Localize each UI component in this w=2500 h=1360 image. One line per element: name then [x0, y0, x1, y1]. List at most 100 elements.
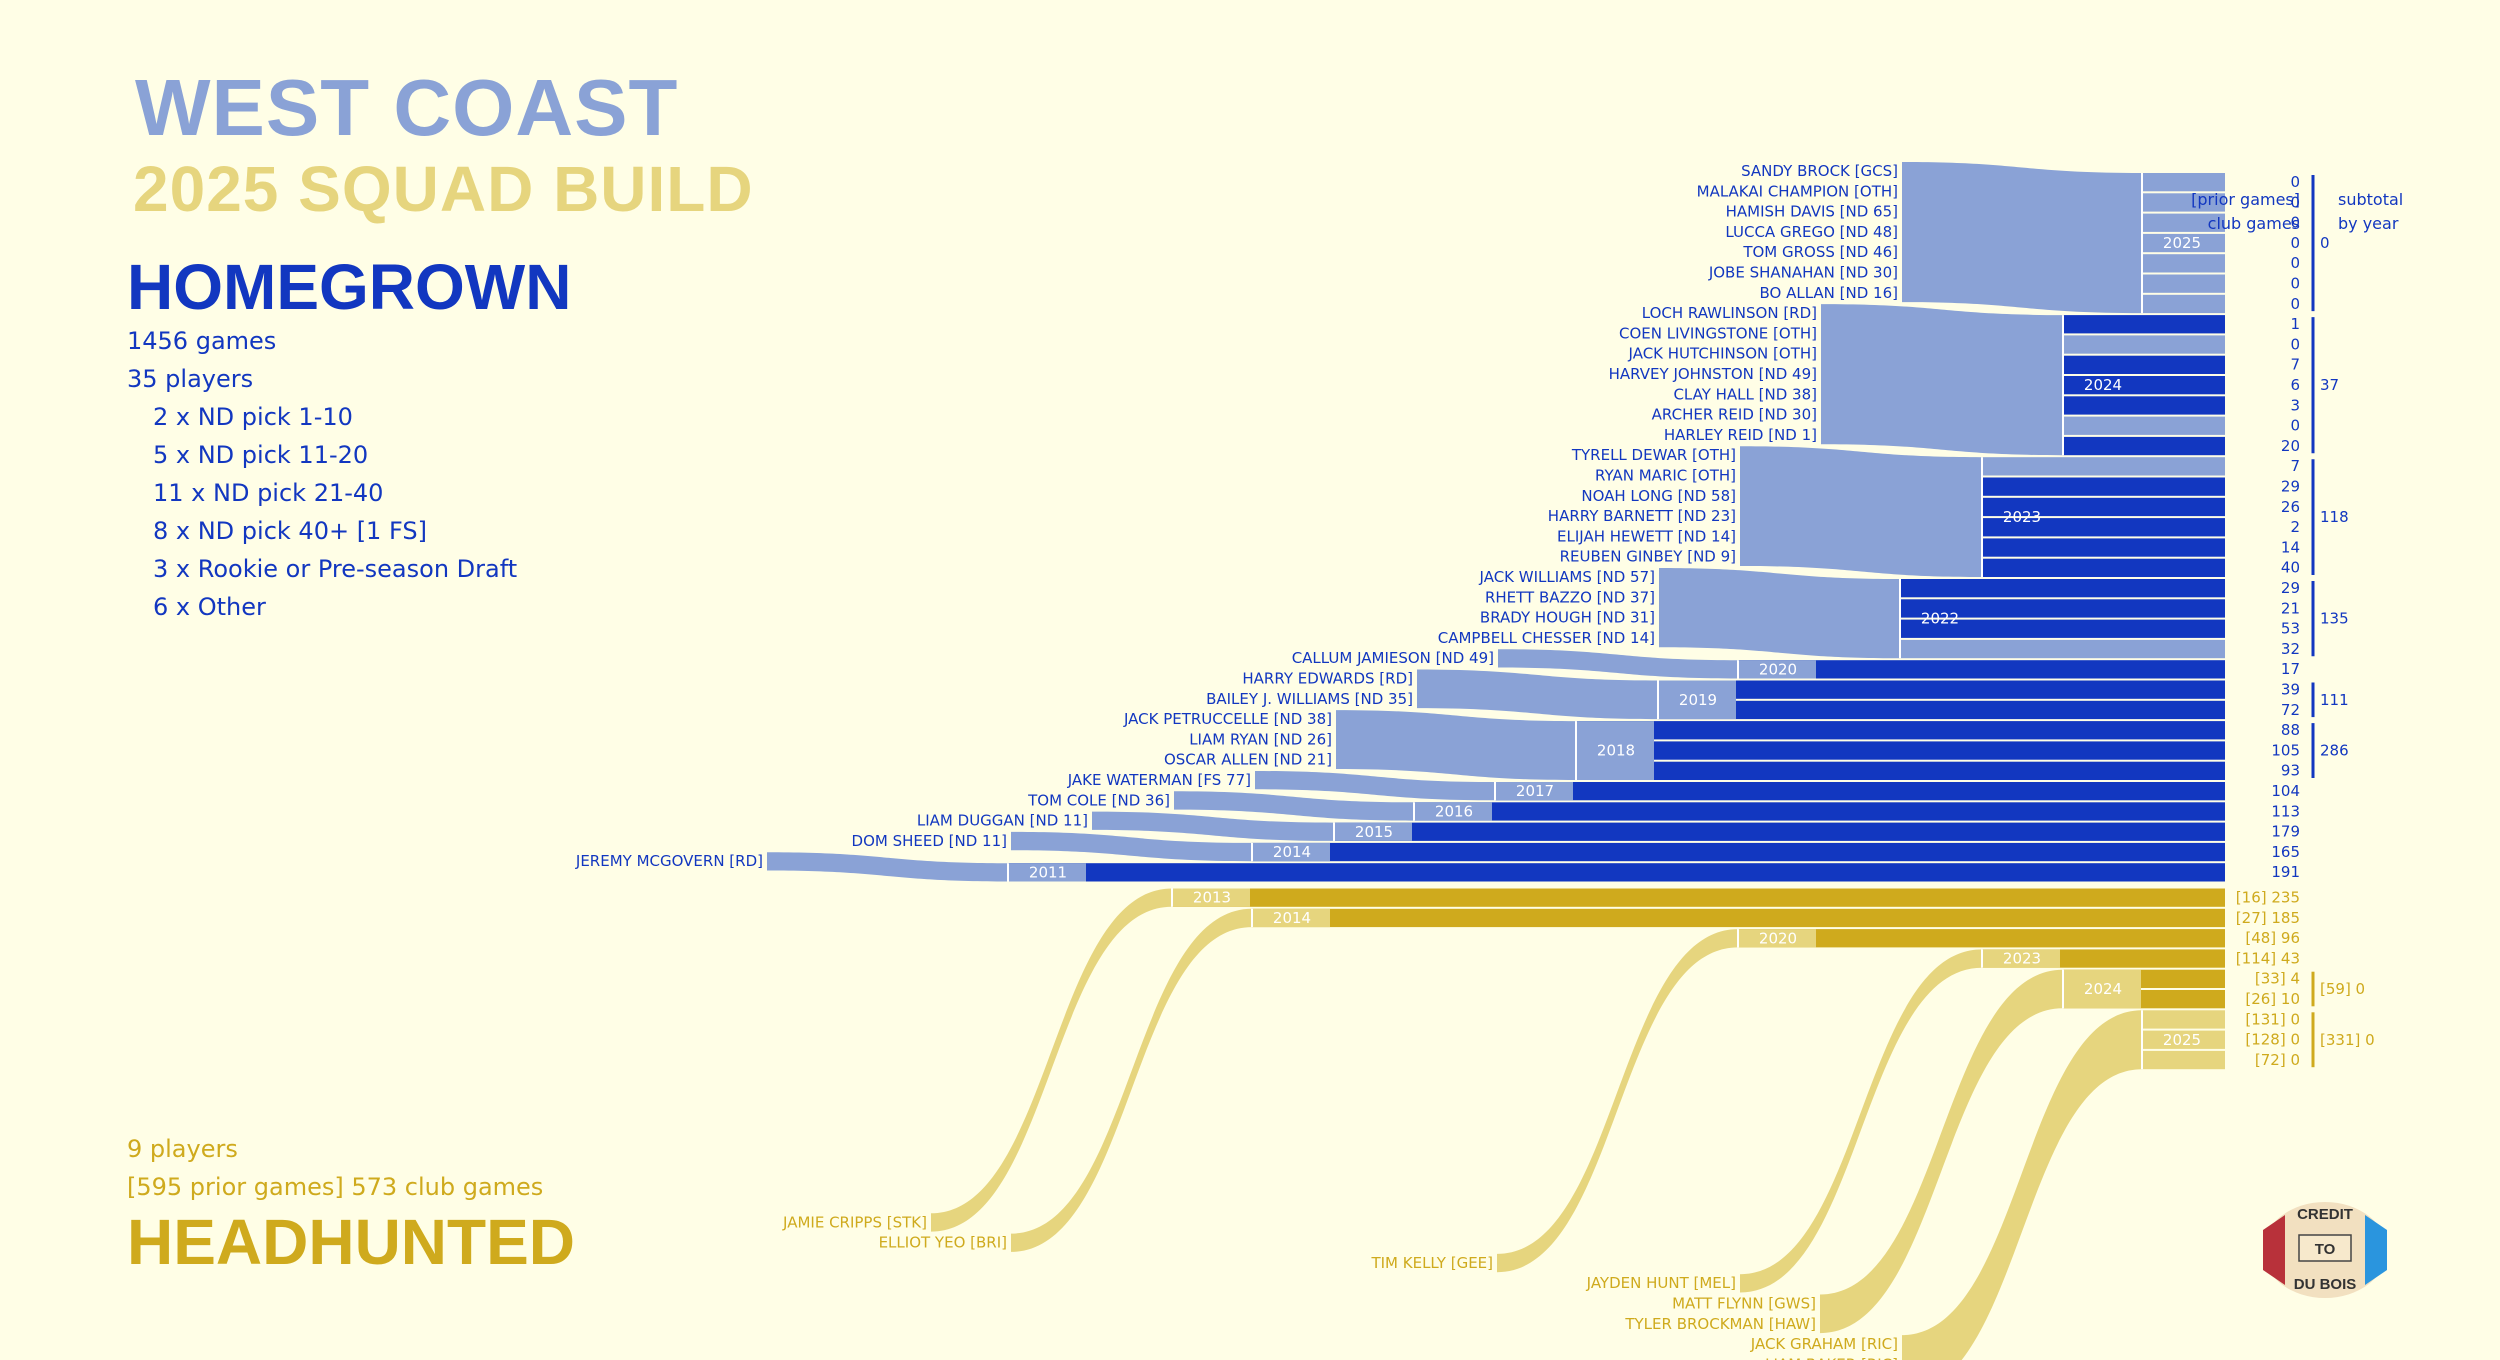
subtotal-value: 286	[2320, 742, 2349, 760]
homegrown-games: 1456 games	[127, 327, 277, 355]
club-games-value: 29	[2281, 478, 2300, 496]
club-games-value: [16] 235	[2236, 889, 2300, 907]
player-bar	[2142, 1010, 2225, 1029]
subtotal-value: [331] 0	[2320, 1031, 2375, 1049]
player-name: COEN LIVINGSTONE [OTH]	[1619, 324, 1817, 342]
header-subtotal: subtotal	[2338, 190, 2404, 209]
year-box	[1658, 680, 1736, 720]
club-games-value: 72	[2281, 701, 2300, 719]
flow-band	[1174, 791, 1414, 821]
year-box	[1495, 782, 1573, 801]
club-games-value: 104	[2271, 782, 2300, 800]
player-name: ARCHER REID [ND 30]	[1652, 406, 1817, 424]
player-bar	[2063, 416, 2225, 435]
flow-band	[1011, 908, 1252, 1252]
club-games-value: 0	[2290, 214, 2300, 232]
player-name: HARRY EDWARDS [RD]	[1242, 670, 1413, 688]
flow-band	[1336, 710, 1576, 780]
player-name: JACK PETRUCCELLE [ND 38]	[1123, 710, 1332, 728]
player-name: ELIJAH HEWETT [ND 14]	[1557, 527, 1736, 545]
flow-band	[1011, 831, 1252, 862]
player-bar	[1658, 700, 2225, 720]
club-games-value: 179	[2271, 823, 2300, 841]
headhunted-title: HEADHUNTED	[127, 1206, 575, 1278]
player-bar	[1982, 518, 2225, 537]
player-name: OSCAR ALLEN [ND 21]	[1164, 751, 1332, 769]
year-label: 2025	[2163, 1031, 2201, 1049]
club-games-value: 6	[2290, 376, 2300, 394]
club-games-value: 21	[2281, 599, 2300, 617]
player-name: JACK HUTCHINSON [OTH]	[1628, 345, 1817, 363]
player-name: JAYDEN HUNT [MEL]	[1586, 1274, 1736, 1292]
player-bar	[1982, 558, 2225, 577]
player-bar	[2063, 315, 2225, 334]
player-bar	[1900, 619, 2225, 638]
player-name: TYLER BROCKMAN [HAW]	[1624, 1315, 1816, 1333]
player-bar	[2063, 396, 2225, 415]
club-games-value: 29	[2281, 579, 2300, 597]
breakdown-item: 2 x ND pick 1-10	[153, 403, 353, 431]
year-label: 2019	[1679, 691, 1717, 709]
headhunted-games: [595 prior games] 573 club games	[127, 1173, 544, 1201]
player-bar	[2063, 335, 2225, 354]
player-name: JAKE WATERMAN [FS 77]	[1067, 771, 1251, 789]
player-name: CAMPBELL CHESSER [ND 14]	[1438, 629, 1655, 647]
breakdown-item: 3 x Rookie or Pre-season Draft	[153, 555, 518, 583]
subtotal-value: [59] 0	[2320, 980, 2365, 998]
player-name: BO ALLAN [ND 16]	[1759, 284, 1898, 302]
club-games-value: 39	[2281, 681, 2300, 699]
club-games-value: [131] 0	[2245, 1010, 2300, 1028]
year-label: 2020	[1759, 929, 1797, 947]
year-box	[1252, 908, 1330, 928]
player-name: JEREMY MCGOVERN [RD]	[575, 852, 763, 870]
year-label: 2025	[2163, 234, 2201, 252]
flow-band	[1740, 446, 1982, 577]
player-bar	[2142, 274, 2225, 293]
flow-band	[1821, 304, 2063, 456]
header-prior-games: [prior games]	[2191, 190, 2300, 209]
player-bar	[2142, 213, 2225, 232]
player-bar	[2142, 1030, 2225, 1049]
club-games-value: [33] 4	[2255, 970, 2300, 988]
flow-band	[1255, 771, 1495, 801]
year-box	[1738, 929, 1816, 948]
logo-line-2: TO	[2315, 1241, 2336, 1258]
player-bar	[1576, 761, 2225, 780]
player-bar	[2063, 436, 2225, 456]
club-games-value: 0	[2290, 254, 2300, 272]
club-games-value: 40	[2281, 559, 2300, 577]
subtotal-value: 118	[2320, 508, 2349, 526]
club-games-value: 165	[2271, 843, 2300, 861]
year-label: 2023	[2003, 508, 2041, 526]
flow-band	[931, 888, 1172, 1232]
club-games-value: 53	[2281, 620, 2300, 638]
page-subtitle: 2025 SQUAD BUILD	[133, 153, 754, 225]
club-games-value: 0	[2290, 234, 2300, 252]
player-bar	[1738, 660, 2225, 679]
player-bar	[2142, 254, 2225, 273]
year-label: 2011	[1029, 863, 1067, 881]
flow-band	[767, 852, 1008, 882]
column-header-games: [prior games] club games	[2160, 188, 2300, 236]
club-games-value: 7	[2290, 356, 2300, 374]
year-label: 2024	[2084, 376, 2122, 394]
header-by-year: by year	[2338, 214, 2399, 233]
player-bar	[1900, 579, 2225, 598]
breakdown-item: 8 x ND pick 40+ [1 FS]	[153, 517, 427, 545]
club-games-value: [26] 10	[2245, 990, 2300, 1008]
player-name: LIAM RYAN [ND 26]	[1189, 730, 1332, 748]
flow-band	[1740, 949, 1982, 1293]
year-box	[1008, 863, 1086, 882]
homegrown-title: HOMEGROWN	[127, 251, 572, 323]
player-name: LIAM DUGGAN [ND 11]	[917, 812, 1088, 830]
player-bar	[1252, 842, 2225, 862]
flow-band	[1417, 669, 1658, 720]
credit-logo: CREDIT TO DU BOIS	[2263, 1202, 2387, 1298]
player-bar	[1982, 497, 2225, 517]
club-games-value: 0	[2290, 275, 2300, 293]
player-name: HAMISH DAVIS [ND 65]	[1726, 203, 1898, 221]
club-games-value: 0	[2290, 417, 2300, 435]
club-games-value: 105	[2271, 741, 2300, 759]
year-box	[1252, 842, 1330, 862]
